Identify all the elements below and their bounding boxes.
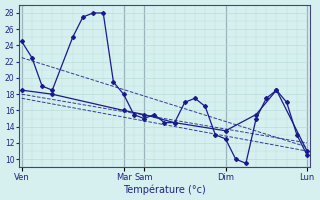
X-axis label: Température (°c): Température (°c) [123, 185, 206, 195]
